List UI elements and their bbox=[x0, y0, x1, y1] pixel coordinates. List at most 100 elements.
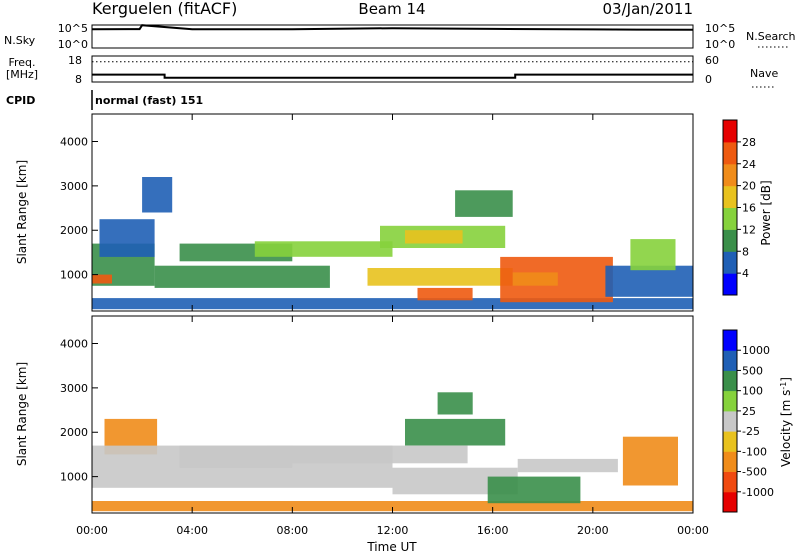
power-colorbar-ticks: 28 24 20 16 12 8 4 bbox=[737, 136, 756, 280]
power-ylabel: Slant Range [km] bbox=[15, 160, 29, 264]
velocity-colorbar-tick-label-7: -1000 bbox=[742, 486, 774, 499]
power-axis-ticks: 1000 2000 3000 4000 bbox=[60, 114, 694, 311]
velocity-region-8 bbox=[487, 476, 581, 504]
power-colorbar-tick-label-4: 12 bbox=[742, 223, 756, 236]
velocity-ytick-label-1: 2000 bbox=[60, 426, 88, 439]
power-region-12 bbox=[455, 190, 513, 217]
time-tick-label-2: 08:00 bbox=[276, 524, 308, 537]
velocity-ylabel: Slant Range [km] bbox=[15, 362, 29, 466]
power-ytick-label-2: 3000 bbox=[60, 180, 88, 193]
power-colorbar-swatches bbox=[723, 120, 737, 296]
time-tick-label-0: 00:00 bbox=[76, 524, 108, 537]
power-region-3 bbox=[99, 219, 155, 257]
cpid-value: normal (fast) 151 bbox=[95, 94, 203, 107]
velocity-region-7 bbox=[437, 392, 473, 415]
power-ytick-label-0: 1000 bbox=[60, 269, 88, 282]
freq-line bbox=[92, 73, 693, 79]
power-region-0 bbox=[92, 298, 693, 310]
power-region-2 bbox=[92, 274, 112, 284]
velocity-heatmap bbox=[92, 392, 693, 512]
cpid-label: CPID bbox=[6, 94, 35, 107]
freq-label-line2: [MHz] bbox=[6, 68, 38, 81]
velocity-ytick-label-3: 4000 bbox=[60, 338, 88, 351]
velocity-colorbar-tick-label-2: 100 bbox=[742, 385, 763, 398]
velocity-region-10 bbox=[622, 436, 678, 486]
power-colorbar-swatch-1 bbox=[723, 251, 737, 274]
velocity-region-0 bbox=[92, 501, 693, 512]
date-title: 03/Jan/2011 bbox=[603, 0, 694, 18]
power-ytick-label-1: 2000 bbox=[60, 224, 88, 237]
velocity-colorbar-tick-label-5: -100 bbox=[742, 445, 767, 458]
nave-label: Nave bbox=[750, 67, 778, 80]
velocity-colorbar-frame bbox=[722, 329, 738, 513]
velocity-ytick-label-0: 1000 bbox=[60, 471, 88, 484]
nsky-strip: N.Sky 10^5 10^0 10^5 10^0 N.Search bbox=[4, 22, 796, 51]
nsearch-label: N.Search bbox=[746, 30, 796, 43]
power-heatmap bbox=[92, 177, 693, 310]
velocity-colorbar-ticks: 1000 500 100 25 -25 -100 -500 -1000 bbox=[737, 344, 774, 499]
power-ytick-label-3: 4000 bbox=[60, 136, 88, 149]
power-colorbar-tick-label-5: 8 bbox=[742, 245, 749, 258]
velocity-region-3 bbox=[179, 445, 293, 468]
velocity-colorbar-swatch-5 bbox=[723, 390, 737, 412]
velocity-colorbar: 1000 500 100 25 -25 -100 -500 -1000 Velocity [m… bbox=[722, 329, 794, 513]
power-region-11 bbox=[417, 287, 473, 301]
power-region-14 bbox=[512, 272, 558, 286]
power-region-7 bbox=[254, 241, 393, 257]
station-title: Kerguelen (fitACF) bbox=[92, 0, 237, 18]
power-colorbar-tick-label-3: 16 bbox=[742, 202, 756, 215]
power-colorbar-swatch-0 bbox=[723, 273, 737, 296]
velocity-colorbar-tick-label-6: -500 bbox=[742, 466, 767, 479]
time-tick-label-3: 12:00 bbox=[377, 524, 409, 537]
velocity-colorbar-swatch-6 bbox=[723, 370, 737, 392]
power-colorbar-swatch-4 bbox=[723, 185, 737, 208]
nave-tick-top: 60 bbox=[705, 54, 719, 67]
cpid-row: CPID normal (fast) 151 bbox=[6, 90, 203, 110]
time-tick-label-1: 04:00 bbox=[176, 524, 208, 537]
velocity-colorbar-swatch-3 bbox=[723, 431, 737, 452]
velocity-ytick-label-2: 3000 bbox=[60, 382, 88, 395]
power-colorbar-swatch-7 bbox=[723, 120, 737, 143]
power-colorbar-tick-label-2: 20 bbox=[742, 180, 756, 193]
freq-tick-bottom: 8 bbox=[75, 73, 82, 86]
freq-strip: Freq. [MHz] 18 8 60 0 Nave bbox=[6, 54, 778, 88]
power-colorbar-swatch-5 bbox=[723, 163, 737, 187]
freq-frame bbox=[91, 55, 694, 83]
power-colorbar-tick-label-1: 24 bbox=[742, 158, 756, 171]
velocity-colorbar-swatch-0 bbox=[723, 491, 737, 513]
velocity-colorbar-swatch-4 bbox=[723, 410, 737, 432]
power-colorbar-tick-label-0: 28 bbox=[742, 136, 756, 149]
nsky-tick-bottom: 10^0 bbox=[58, 38, 88, 51]
power-region-9 bbox=[405, 230, 463, 244]
time-tick-label-6: 00:00 bbox=[677, 524, 709, 537]
velocity-axis-ticks: 1000 2000 3000 4000 bbox=[60, 316, 694, 513]
freq-tick-top: 18 bbox=[68, 54, 82, 67]
power-panel: 1000 2000 3000 4000 Slant Range [km] bbox=[15, 113, 694, 312]
velocity-region-9 bbox=[517, 458, 618, 473]
velocity-colorbar-swatches bbox=[723, 330, 737, 513]
velocity-colorbar-tick-label-0: 1000 bbox=[742, 344, 770, 357]
nsky-line bbox=[91, 24, 694, 31]
power-region-5 bbox=[154, 265, 330, 288]
beam-title: Beam 14 bbox=[358, 0, 425, 18]
power-region-16 bbox=[630, 239, 676, 271]
velocity-colorbar-label: Velocity [m s-1] bbox=[779, 377, 794, 467]
nave-tick-bottom: 0 bbox=[705, 73, 712, 86]
power-colorbar-swatch-3 bbox=[723, 207, 737, 230]
power-colorbar-label: Power [dB] bbox=[759, 180, 773, 245]
velocity-colorbar-swatch-8 bbox=[723, 330, 737, 351]
velocity-panel: 1000 2000 3000 4000 Slant Range [km] bbox=[15, 315, 694, 514]
nsearch-tick-bottom: 10^0 bbox=[705, 38, 735, 51]
power-region-15 bbox=[605, 265, 693, 297]
nsky-label: N.Sky bbox=[4, 34, 36, 47]
power-colorbar: 28 24 20 16 12 8 4 Power [dB] bbox=[722, 119, 773, 296]
velocity-colorbar-tick-label-4: -25 bbox=[742, 425, 760, 438]
time-axis-label: Time UT bbox=[366, 540, 417, 554]
nsearch-tick-top: 10^5 bbox=[705, 22, 735, 35]
time-tick-label-4: 16:00 bbox=[477, 524, 509, 537]
velocity-region-4 bbox=[267, 445, 468, 464]
time-tick-label-5: 20:00 bbox=[577, 524, 609, 537]
velocity-colorbar-tick-label-3: 25 bbox=[742, 405, 756, 418]
power-region-10 bbox=[367, 268, 513, 286]
